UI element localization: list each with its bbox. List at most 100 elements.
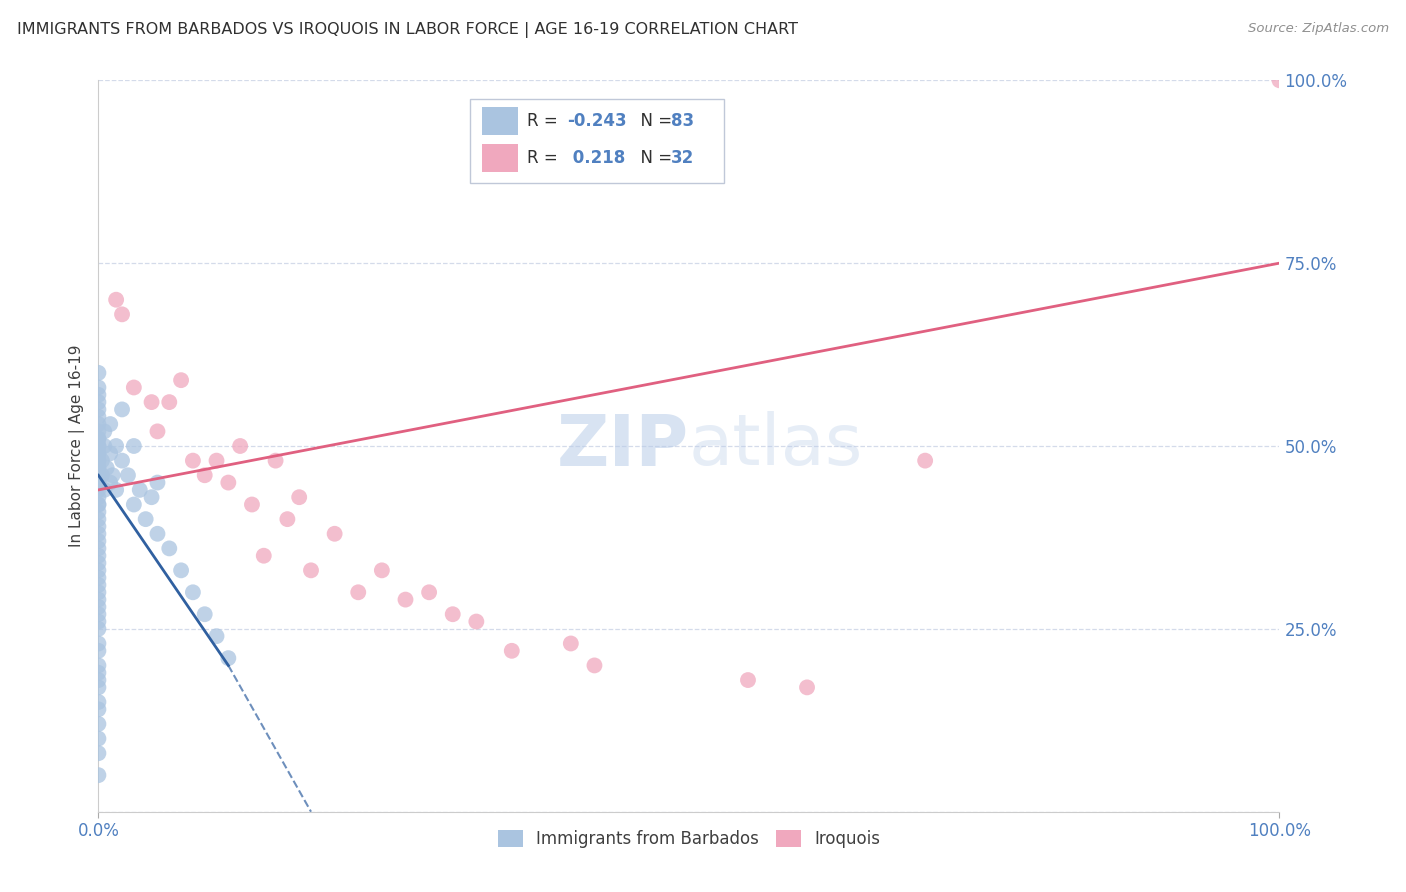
Point — [87, 498, 110, 512]
Point — [87, 578, 110, 592]
Point — [93, 425, 115, 439]
Point — [98, 417, 121, 431]
Point — [98, 475, 121, 490]
Point — [87, 490, 110, 504]
Point — [87, 498, 110, 512]
Point — [87, 432, 110, 446]
Point — [87, 717, 110, 731]
Point — [87, 453, 110, 467]
Point — [501, 644, 523, 658]
Point — [87, 439, 110, 453]
Point — [288, 490, 311, 504]
Point — [87, 468, 110, 483]
Point — [91, 453, 114, 467]
Point — [111, 453, 134, 467]
Point — [87, 402, 110, 417]
Point — [418, 585, 440, 599]
Point — [87, 417, 110, 431]
Point — [87, 695, 110, 709]
Point — [87, 519, 110, 533]
Point — [87, 549, 110, 563]
Point — [87, 541, 110, 556]
Point — [1268, 73, 1291, 87]
Point — [87, 571, 110, 585]
Point — [87, 461, 110, 475]
Point — [87, 512, 110, 526]
Point — [87, 599, 110, 614]
Text: 32: 32 — [671, 149, 695, 167]
Text: ZIP: ZIP — [557, 411, 689, 481]
Point — [87, 461, 110, 475]
Point — [181, 585, 204, 599]
Point — [914, 453, 936, 467]
Point — [87, 475, 110, 490]
Point — [87, 702, 110, 716]
FancyBboxPatch shape — [482, 107, 517, 136]
FancyBboxPatch shape — [482, 144, 517, 171]
Point — [181, 453, 204, 467]
Point — [87, 534, 110, 549]
Point — [205, 629, 228, 643]
Point — [87, 644, 110, 658]
Legend: Immigrants from Barbados, Iroquois: Immigrants from Barbados, Iroquois — [491, 823, 887, 855]
Point — [217, 475, 239, 490]
Point — [87, 622, 110, 636]
Point — [87, 446, 110, 460]
Point — [441, 607, 464, 622]
Point — [205, 453, 228, 467]
Point — [111, 402, 134, 417]
Text: N =: N = — [630, 112, 678, 130]
Point — [141, 490, 163, 504]
Point — [87, 746, 110, 760]
Point — [371, 563, 394, 577]
Point — [122, 498, 145, 512]
Point — [87, 607, 110, 622]
Point — [737, 673, 759, 687]
Point — [170, 563, 193, 577]
Text: atlas: atlas — [689, 411, 863, 481]
Point — [93, 483, 115, 497]
Point — [117, 468, 139, 483]
Point — [87, 475, 110, 490]
Point — [128, 483, 150, 497]
Point — [96, 461, 118, 475]
Y-axis label: In Labor Force | Age 16-19: In Labor Force | Age 16-19 — [69, 344, 84, 548]
Point — [87, 395, 110, 409]
Point — [87, 665, 110, 680]
Point — [465, 615, 488, 629]
Point — [87, 681, 110, 695]
Point — [87, 446, 110, 460]
Point — [87, 409, 110, 424]
Text: Source: ZipAtlas.com: Source: ZipAtlas.com — [1249, 22, 1389, 36]
Point — [111, 307, 134, 321]
Point — [240, 498, 263, 512]
Point — [87, 673, 110, 687]
Point — [146, 475, 169, 490]
Point — [93, 439, 115, 453]
Point — [105, 293, 128, 307]
Point — [264, 453, 287, 467]
Point — [583, 658, 606, 673]
Point — [87, 658, 110, 673]
Point — [146, 526, 169, 541]
Point — [122, 380, 145, 394]
Text: N =: N = — [630, 149, 678, 167]
Point — [87, 768, 110, 782]
Point — [796, 681, 818, 695]
Point — [87, 468, 110, 483]
Point — [347, 585, 370, 599]
Point — [394, 592, 416, 607]
Point — [253, 549, 276, 563]
Point — [87, 556, 110, 570]
Point — [87, 563, 110, 577]
Point — [98, 446, 121, 460]
Point — [229, 439, 252, 453]
Point — [157, 395, 180, 409]
Point — [87, 505, 110, 519]
Point — [87, 388, 110, 402]
Point — [146, 425, 169, 439]
Point — [194, 607, 217, 622]
Point — [87, 380, 110, 394]
Point — [87, 585, 110, 599]
Point — [87, 366, 110, 380]
